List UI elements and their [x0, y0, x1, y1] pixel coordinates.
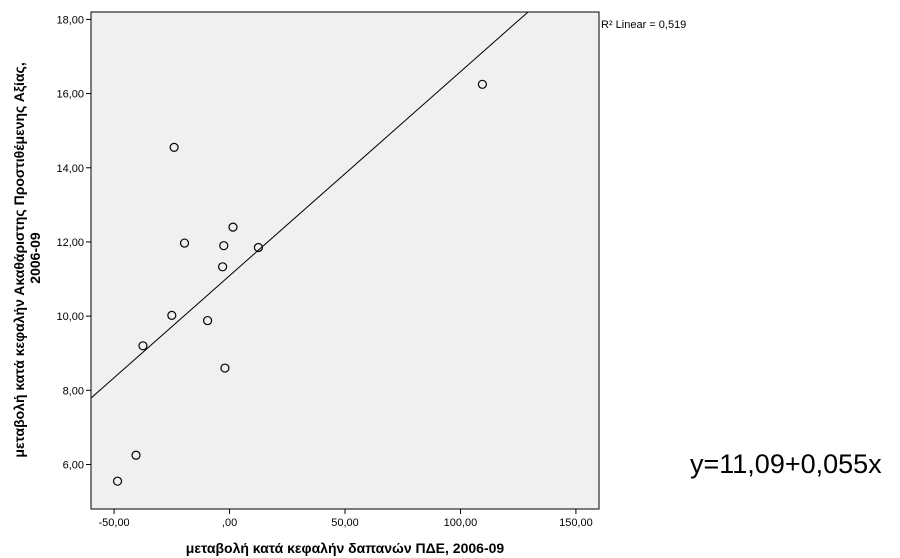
x-axis-title: μεταβολή κατά κεφαλήν δαπανών ΠΔΕ, 2006-… — [186, 540, 505, 556]
data-point — [179, 238, 190, 248]
y-axis-ticks: 6,00 8,00 10,00 12,00 14,00 16,00 18,00 — [56, 14, 91, 471]
x-axis-ticks: -50,00 ,00 50,00 100,00 150,00 — [98, 509, 593, 529]
y-tick-label: 6,00 — [63, 459, 84, 471]
data-point — [228, 222, 238, 232]
x-tick-label: 50,00 — [331, 517, 359, 529]
data-point — [167, 310, 177, 320]
x-tick-label: -50,00 — [98, 517, 129, 529]
y-tick-label: 8,00 — [63, 385, 84, 397]
y-axis-title: μεταβολή κατά κεφαλήν Ακαθάριστης Προστι… — [11, 58, 43, 457]
r-squared-label: R² Linear = 0,519 — [601, 19, 686, 31]
y-tick-label: 16,00 — [56, 89, 84, 101]
data-points — [112, 79, 487, 486]
data-point — [477, 79, 487, 89]
y-axis-title-line-2: 2006-09 — [27, 232, 43, 284]
y-axis-title-line-1: μεταβολή κατά κεφαλήν Ακαθάριστης Προστι… — [11, 62, 27, 457]
x-tick-label: 100,00 — [444, 517, 478, 529]
data-point — [169, 142, 179, 152]
y-tick-label: 12,00 — [56, 237, 84, 249]
y-tick-label: 10,00 — [56, 311, 84, 323]
plot-area — [90, 11, 600, 510]
data-point — [218, 262, 228, 272]
x-tick-label: ,00 — [222, 517, 237, 529]
regression-line — [91, 12, 529, 399]
data-point — [203, 315, 213, 326]
y-tick-label: 14,00 — [56, 163, 84, 175]
data-point — [253, 242, 264, 253]
data-point — [220, 363, 230, 373]
data-point — [112, 476, 123, 486]
data-point — [138, 341, 148, 351]
x-tick-label: 150,00 — [559, 517, 593, 529]
y-tick-label: 18,00 — [56, 14, 84, 26]
regression-equation: y=11,09+0,055x — [690, 449, 882, 479]
data-point — [219, 241, 229, 251]
data-point — [131, 450, 141, 460]
